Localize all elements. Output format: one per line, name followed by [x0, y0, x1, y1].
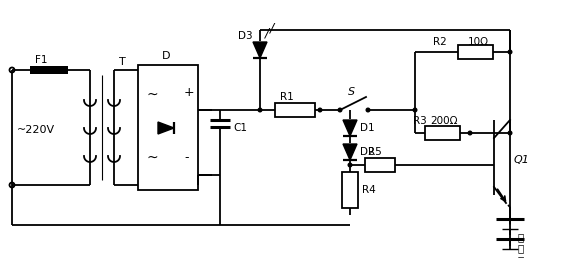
Text: /: /	[270, 21, 274, 35]
Text: R4: R4	[362, 185, 376, 195]
Text: R3: R3	[413, 116, 427, 126]
Bar	[458, 45, 493, 59]
Text: R1: R1	[280, 92, 294, 102]
Polygon shape	[158, 122, 174, 134]
Bar	[275, 103, 315, 117]
Bar	[342, 172, 358, 208]
Text: /: /	[265, 27, 269, 39]
Text: ~220V: ~220V	[17, 125, 55, 135]
Text: -: -	[184, 151, 188, 165]
Circle shape	[258, 108, 262, 112]
Text: D3: D3	[238, 31, 252, 41]
Text: C1: C1	[233, 123, 247, 133]
Text: S: S	[348, 87, 355, 97]
Polygon shape	[253, 42, 267, 58]
Circle shape	[366, 108, 370, 112]
Text: +: +	[184, 86, 195, 100]
Circle shape	[508, 50, 512, 54]
Circle shape	[468, 131, 472, 135]
Text: R5: R5	[368, 147, 382, 157]
Text: D2: D2	[360, 147, 375, 157]
Text: ~: ~	[146, 88, 157, 102]
Text: 蓄
电
池: 蓄 电 池	[518, 232, 524, 258]
Circle shape	[338, 108, 342, 112]
Polygon shape	[343, 120, 357, 136]
Text: Q1: Q1	[514, 155, 530, 165]
Bar	[365, 158, 395, 172]
Text: 10Ω: 10Ω	[468, 37, 489, 47]
Text: F1: F1	[35, 55, 47, 65]
Circle shape	[508, 131, 512, 135]
Text: R2: R2	[433, 37, 447, 47]
Text: D1: D1	[360, 123, 375, 133]
Circle shape	[318, 108, 322, 112]
Bar	[138, 65, 198, 190]
Text: D: D	[161, 51, 170, 61]
Circle shape	[413, 108, 417, 112]
Text: T: T	[119, 57, 126, 67]
Circle shape	[348, 163, 352, 167]
Bar	[30, 66, 68, 74]
Text: 200Ω: 200Ω	[430, 116, 458, 126]
Text: ~: ~	[146, 151, 157, 165]
Polygon shape	[343, 144, 357, 160]
Bar	[425, 126, 460, 140]
